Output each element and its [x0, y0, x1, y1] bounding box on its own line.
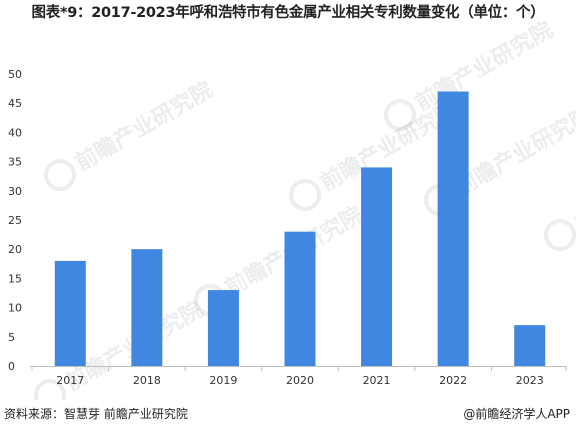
y-tick-label: 30	[8, 185, 22, 198]
x-tick-label: 2018	[133, 374, 161, 387]
bar	[361, 167, 393, 366]
y-tick-label: 10	[8, 302, 22, 315]
chart-title: 图表*9：2017-2023年呼和浩特市有色金属产业相关专利数量变化（单位：个）	[31, 5, 545, 21]
x-tick-label: 2022	[439, 374, 467, 387]
y-tick-label: 20	[8, 243, 22, 256]
y-tick-label: 40	[8, 126, 22, 139]
bar	[54, 260, 86, 366]
svg-text:前瞻产业研究院: 前瞻产业研究院	[71, 77, 217, 177]
y-tick-label: 25	[8, 214, 22, 227]
svg-text:前瞻产业研究院: 前瞻产业研究院	[411, 17, 557, 117]
bar	[514, 325, 546, 366]
bar	[207, 290, 239, 366]
y-tick-label: 5	[8, 331, 15, 344]
svg-text:前瞻产业研究院: 前瞻产业研究院	[571, 137, 576, 237]
x-tick-label: 2020	[286, 374, 314, 387]
watermark-logo: 前瞻产业研究院	[384, 17, 557, 131]
bar-series	[54, 91, 546, 367]
y-tick-label: 35	[8, 156, 22, 169]
bar	[284, 231, 316, 366]
x-tick-label: 2023	[516, 374, 544, 387]
source-note: 资料来源：智慧芽 前瞻产业研究院	[4, 407, 188, 421]
y-tick-label: 0	[8, 360, 15, 373]
y-tick-label: 45	[8, 97, 22, 110]
x-tick-label: 2021	[363, 374, 391, 387]
bar	[131, 249, 163, 366]
y-tick-label: 15	[8, 272, 22, 285]
x-axis: 2017 2018 2019 2020 2021 2022 2023	[31, 366, 567, 387]
watermark-logo: 前瞻产业研究院	[44, 77, 217, 191]
bar-chart: 前瞻产业研究院前瞻产业研究院前瞻产业研究院前瞻产业研究院前瞻产业研究院前瞻产业研…	[8, 17, 576, 400]
credit-note: @前瞻经济学人APP	[463, 407, 570, 421]
y-axis: 0 5 10 15 20 25 30 35 40 45 50	[8, 68, 22, 373]
bar	[437, 91, 469, 367]
y-tick-label: 50	[8, 68, 22, 81]
x-tick-label: 2017	[56, 374, 84, 387]
x-tick-label: 2019	[209, 374, 237, 387]
svg-text:前瞻产业研究院: 前瞻产业研究院	[451, 102, 576, 202]
